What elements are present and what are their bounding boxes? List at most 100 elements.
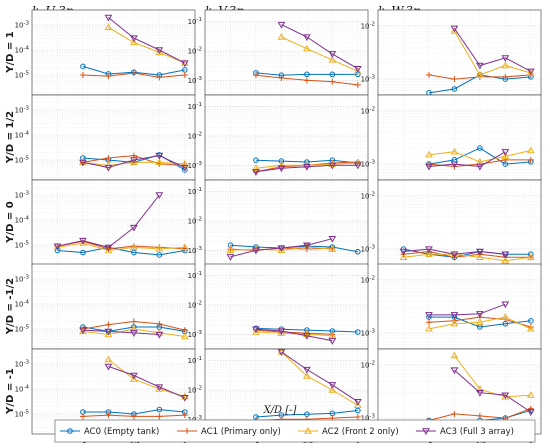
data-point	[80, 249, 86, 256]
data-point	[450, 251, 459, 259]
data-point	[155, 152, 164, 160]
data-point	[450, 319, 459, 327]
data-point	[278, 158, 285, 164]
series-line	[255, 162, 358, 169]
data-point	[355, 329, 361, 335]
data-point	[104, 330, 113, 338]
y-tick-label: 10-3	[15, 106, 30, 115]
data-point	[329, 71, 336, 78]
data-point	[399, 253, 408, 260]
panel: 10-2 10-3	[361, 263, 542, 350]
series-line	[428, 150, 531, 163]
panel: 10-3 10-4 10-5	[15, 94, 196, 181]
data-point	[451, 86, 458, 92]
y-tick-label: 10-3	[361, 329, 376, 338]
data-point	[131, 249, 137, 256]
series-line	[255, 72, 358, 76]
data-point	[277, 165, 286, 173]
panel: 10-1 10-2 10-3	[188, 94, 369, 181]
data-point	[425, 163, 433, 171]
data-point	[180, 394, 189, 402]
y-tick-label: 10-3	[188, 330, 203, 339]
series-line	[230, 238, 333, 258]
y-tick-label: 10-4	[15, 216, 30, 225]
data-point	[155, 244, 164, 252]
data-point	[355, 407, 361, 414]
y-tick-label: 10-2	[361, 191, 375, 200]
x-axis-label: X/D [-]	[263, 405, 297, 416]
data-point	[104, 244, 113, 252]
data-point	[450, 161, 459, 169]
y-tick-label: 10-3	[361, 245, 376, 254]
panel-background	[378, 264, 541, 349]
panel-background	[32, 95, 195, 180]
data-point	[130, 243, 138, 251]
row-labels: Y/D = 1 Y/D = 1/2 Y/D = 0 Y/D = -1/2 Y/D…	[5, 31, 16, 415]
data-point	[450, 312, 459, 319]
data-point	[155, 47, 164, 55]
y-tick-label: 10-1	[188, 102, 202, 111]
data-point	[526, 68, 535, 76]
y-tick-label: 10-4	[15, 300, 30, 309]
data-point	[277, 245, 286, 253]
panel: 10-2 10-3	[361, 94, 542, 181]
data-point	[104, 355, 113, 363]
data-point	[354, 414, 361, 421]
series-line	[403, 248, 531, 258]
data-point	[303, 243, 311, 250]
panel: 10-1 10-2 10-3	[188, 179, 369, 266]
series-line	[255, 328, 333, 342]
data-point	[252, 164, 260, 171]
data-point	[181, 327, 188, 334]
data-point	[526, 253, 535, 260]
data-point	[353, 401, 362, 409]
data-point	[181, 72, 188, 78]
data-point	[328, 162, 337, 170]
series-line	[57, 240, 185, 250]
legend-item: AC1 (Primary only)	[177, 427, 281, 437]
data-point	[528, 318, 534, 324]
y-tick-label: 10-4	[15, 385, 30, 394]
data-point	[353, 159, 362, 166]
data-point	[104, 23, 113, 31]
panel-background	[205, 10, 368, 95]
y-tick-label: 10-3	[361, 414, 376, 423]
legend-marker	[304, 426, 312, 434]
data-point	[303, 77, 310, 84]
data-point	[278, 75, 285, 82]
y-tick-label: 10-3	[361, 160, 376, 169]
data-point	[277, 161, 286, 169]
y-tick-label: 10-2	[361, 275, 375, 284]
legend-label: AC3 (Full 3 array)	[440, 427, 514, 437]
data-point	[303, 372, 311, 379]
y-tick-label: 10-5	[15, 71, 30, 80]
data-point	[451, 76, 458, 83]
data-point	[104, 363, 113, 371]
data-point	[181, 412, 188, 419]
data-point	[79, 72, 86, 78]
data-point	[476, 248, 484, 256]
panel: 10-1 10-2 10-3	[188, 263, 369, 350]
series-line	[255, 410, 358, 418]
data-point	[253, 157, 259, 163]
series-line	[403, 248, 506, 255]
series-line	[108, 17, 186, 64]
y-tick-label: 10-5	[15, 410, 30, 419]
series-line	[281, 351, 359, 403]
legend-marker	[184, 428, 190, 434]
y-tick-label: 10-1	[188, 271, 202, 280]
data-point	[105, 155, 112, 162]
panel-grid: 10-310-410-510-310-410-510-310-410-510-3…	[15, 9, 542, 445]
data-point	[80, 63, 86, 70]
data-point	[328, 382, 337, 389]
data-point	[501, 152, 510, 159]
y-tick-label: 10-1	[188, 356, 202, 365]
data-point	[130, 413, 137, 420]
row-label-1: Y/D = 1	[5, 31, 16, 74]
data-point	[277, 33, 286, 40]
data-point	[180, 243, 189, 251]
data-point	[180, 60, 189, 68]
data-point	[476, 70, 484, 78]
legend: AC0 (Empty tank) AC1 (Primary only) AC2 (F…	[54, 419, 536, 443]
data-point	[328, 55, 337, 63]
